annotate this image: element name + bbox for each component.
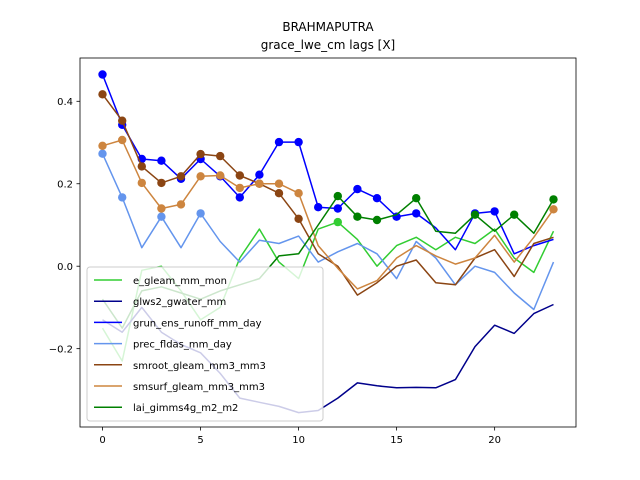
data-point-lai_gimms4g_m2_m2-14 xyxy=(372,215,382,225)
data-point-smroot_gleam_mm3_mm3-4 xyxy=(176,172,186,181)
data-point-prec_fldas_mm_day-5 xyxy=(196,209,205,218)
legend: e_gleam_mm_mon glws2_gwater_mm grun_ens_ru… xyxy=(86,266,324,422)
data-point-smroot_gleam_mm3_mm3-6 xyxy=(216,151,225,161)
data-point-grun_ens_runoff_mm_day-13 xyxy=(353,184,362,194)
data-point-grun_ens_runoff_mm_day-7 xyxy=(235,193,244,202)
series-line-smroot_gleam_mm3_mm3 xyxy=(101,93,554,296)
data-point-smroot_gleam_mm3_mm3-2 xyxy=(137,162,146,171)
legend-box xyxy=(86,266,324,422)
data-point-smroot_gleam_mm3_mm3-10 xyxy=(294,214,303,223)
series-line-grun_ens_runoff_mm_day xyxy=(101,74,554,255)
x-tick-label: 15 xyxy=(390,435,403,446)
y-tick-label: 0.4 xyxy=(57,97,73,108)
data-point-grun_ens_runoff_mm_day-20 xyxy=(490,207,499,216)
data-point-smsurf_gleam_mm3_mm3-3 xyxy=(157,204,166,213)
legend-label-grun_ens_runoff_mm_day: grun_ens_runoff_mm_day xyxy=(133,318,262,329)
data-point-e_gleam_mm_mon-12 xyxy=(333,217,342,227)
x-tick-label: 0 xyxy=(99,435,105,446)
legend-label-smroot_gleam_mm3_mm3: smroot_gleam_mm3_mm3 xyxy=(133,361,266,372)
data-point-prec_fldas_mm_day-3 xyxy=(157,212,166,221)
data-point-smroot_gleam_mm3_mm3-5 xyxy=(196,149,205,159)
chart-subtitle: grace_lwe_cm lags [X] xyxy=(261,38,395,52)
data-point-smsurf_gleam_mm3_mm3-5 xyxy=(196,172,205,181)
data-point-smsurf_gleam_mm3_mm3-10 xyxy=(294,189,303,198)
data-point-lai_gimms4g_m2_m2-16 xyxy=(412,194,421,203)
x-tick-label: 20 xyxy=(488,435,501,446)
x-tick-label: 5 xyxy=(197,435,203,446)
data-point-grun_ens_runoff_mm_day-3 xyxy=(157,156,166,165)
data-point-smsurf_gleam_mm3_mm3-0 xyxy=(98,141,107,150)
y-tick-label: 0.0 xyxy=(57,262,73,273)
chart-title: BRAHMAPUTRA xyxy=(282,20,374,34)
data-point-smsurf_gleam_mm3_mm3-6 xyxy=(216,171,225,180)
data-point-grun_ens_runoff_mm_day-10 xyxy=(294,137,303,147)
plot-area xyxy=(98,70,558,414)
y-tick-label: −0.2 xyxy=(49,344,73,355)
data-point-smroot_gleam_mm3_mm3-0 xyxy=(98,90,107,99)
data-point-grun_ens_runoff_mm_day-9 xyxy=(274,137,284,147)
x-tick-label: 10 xyxy=(292,435,305,446)
data-point-smroot_gleam_mm3_mm3-3 xyxy=(157,178,166,188)
data-point-smsurf_gleam_mm3_mm3-8 xyxy=(255,179,264,188)
legend-label-e_gleam_mm_mon: e_gleam_mm_mon xyxy=(133,276,227,287)
data-point-prec_fldas_mm_day-1 xyxy=(118,193,127,202)
axes: 0 5 10 15 20 −0.2 0.0 0.2 0.4 xyxy=(49,57,577,446)
legend-label-smsurf_gleam_mm3_mm3: smsurf_gleam_mm3_mm3 xyxy=(133,382,265,393)
y-tick-label: 0.2 xyxy=(57,179,73,190)
data-point-grun_ens_runoff_mm_day-8 xyxy=(255,170,264,179)
data-point-lai_gimms4g_m2_m2-12 xyxy=(333,191,342,201)
data-point-smroot_gleam_mm3_mm3-7 xyxy=(235,171,244,180)
plot-frame xyxy=(79,57,577,428)
legend-label-lai_gimms4g_m2_m2: lai_gimms4g_m2_m2 xyxy=(133,403,238,414)
data-point-lai_gimms4g_m2_m2-21 xyxy=(510,210,519,219)
data-point-smsurf_gleam_mm3_mm3-2 xyxy=(137,178,146,188)
data-point-grun_ens_runoff_mm_day-11 xyxy=(314,203,323,212)
data-point-lai_gimms4g_m2_m2-23 xyxy=(549,195,558,204)
data-point-smsurf_gleam_mm3_mm3-4 xyxy=(176,200,186,209)
data-point-lai_gimms4g_m2_m2-13 xyxy=(353,212,362,221)
data-point-smroot_gleam_mm3_mm3-1 xyxy=(118,116,127,125)
data-point-lai_gimms4g_m2_m2-19 xyxy=(470,210,480,219)
legend-label-glws2_gwater_mm: glws2_gwater_mm xyxy=(133,297,226,308)
data-point-grun_ens_runoff_mm_day-12 xyxy=(333,204,342,213)
data-point-grun_ens_runoff_mm_day-14 xyxy=(372,194,382,203)
legend-label-prec_fldas_mm_day: prec_fldas_mm_day xyxy=(133,340,232,351)
data-point-smsurf_gleam_mm3_mm3-9 xyxy=(274,179,284,188)
data-point-grun_ens_runoff_mm_day-16 xyxy=(412,209,421,218)
data-point-smsurf_gleam_mm3_mm3-23 xyxy=(549,205,558,214)
data-point-prec_fldas_mm_day-0 xyxy=(98,149,107,158)
data-point-grun_ens_runoff_mm_day-0 xyxy=(98,70,107,79)
data-point-smsurf_gleam_mm3_mm3-1 xyxy=(118,135,127,145)
data-point-smroot_gleam_mm3_mm3-9 xyxy=(274,189,284,198)
data-point-smsurf_gleam_mm3_mm3-7 xyxy=(235,183,244,193)
